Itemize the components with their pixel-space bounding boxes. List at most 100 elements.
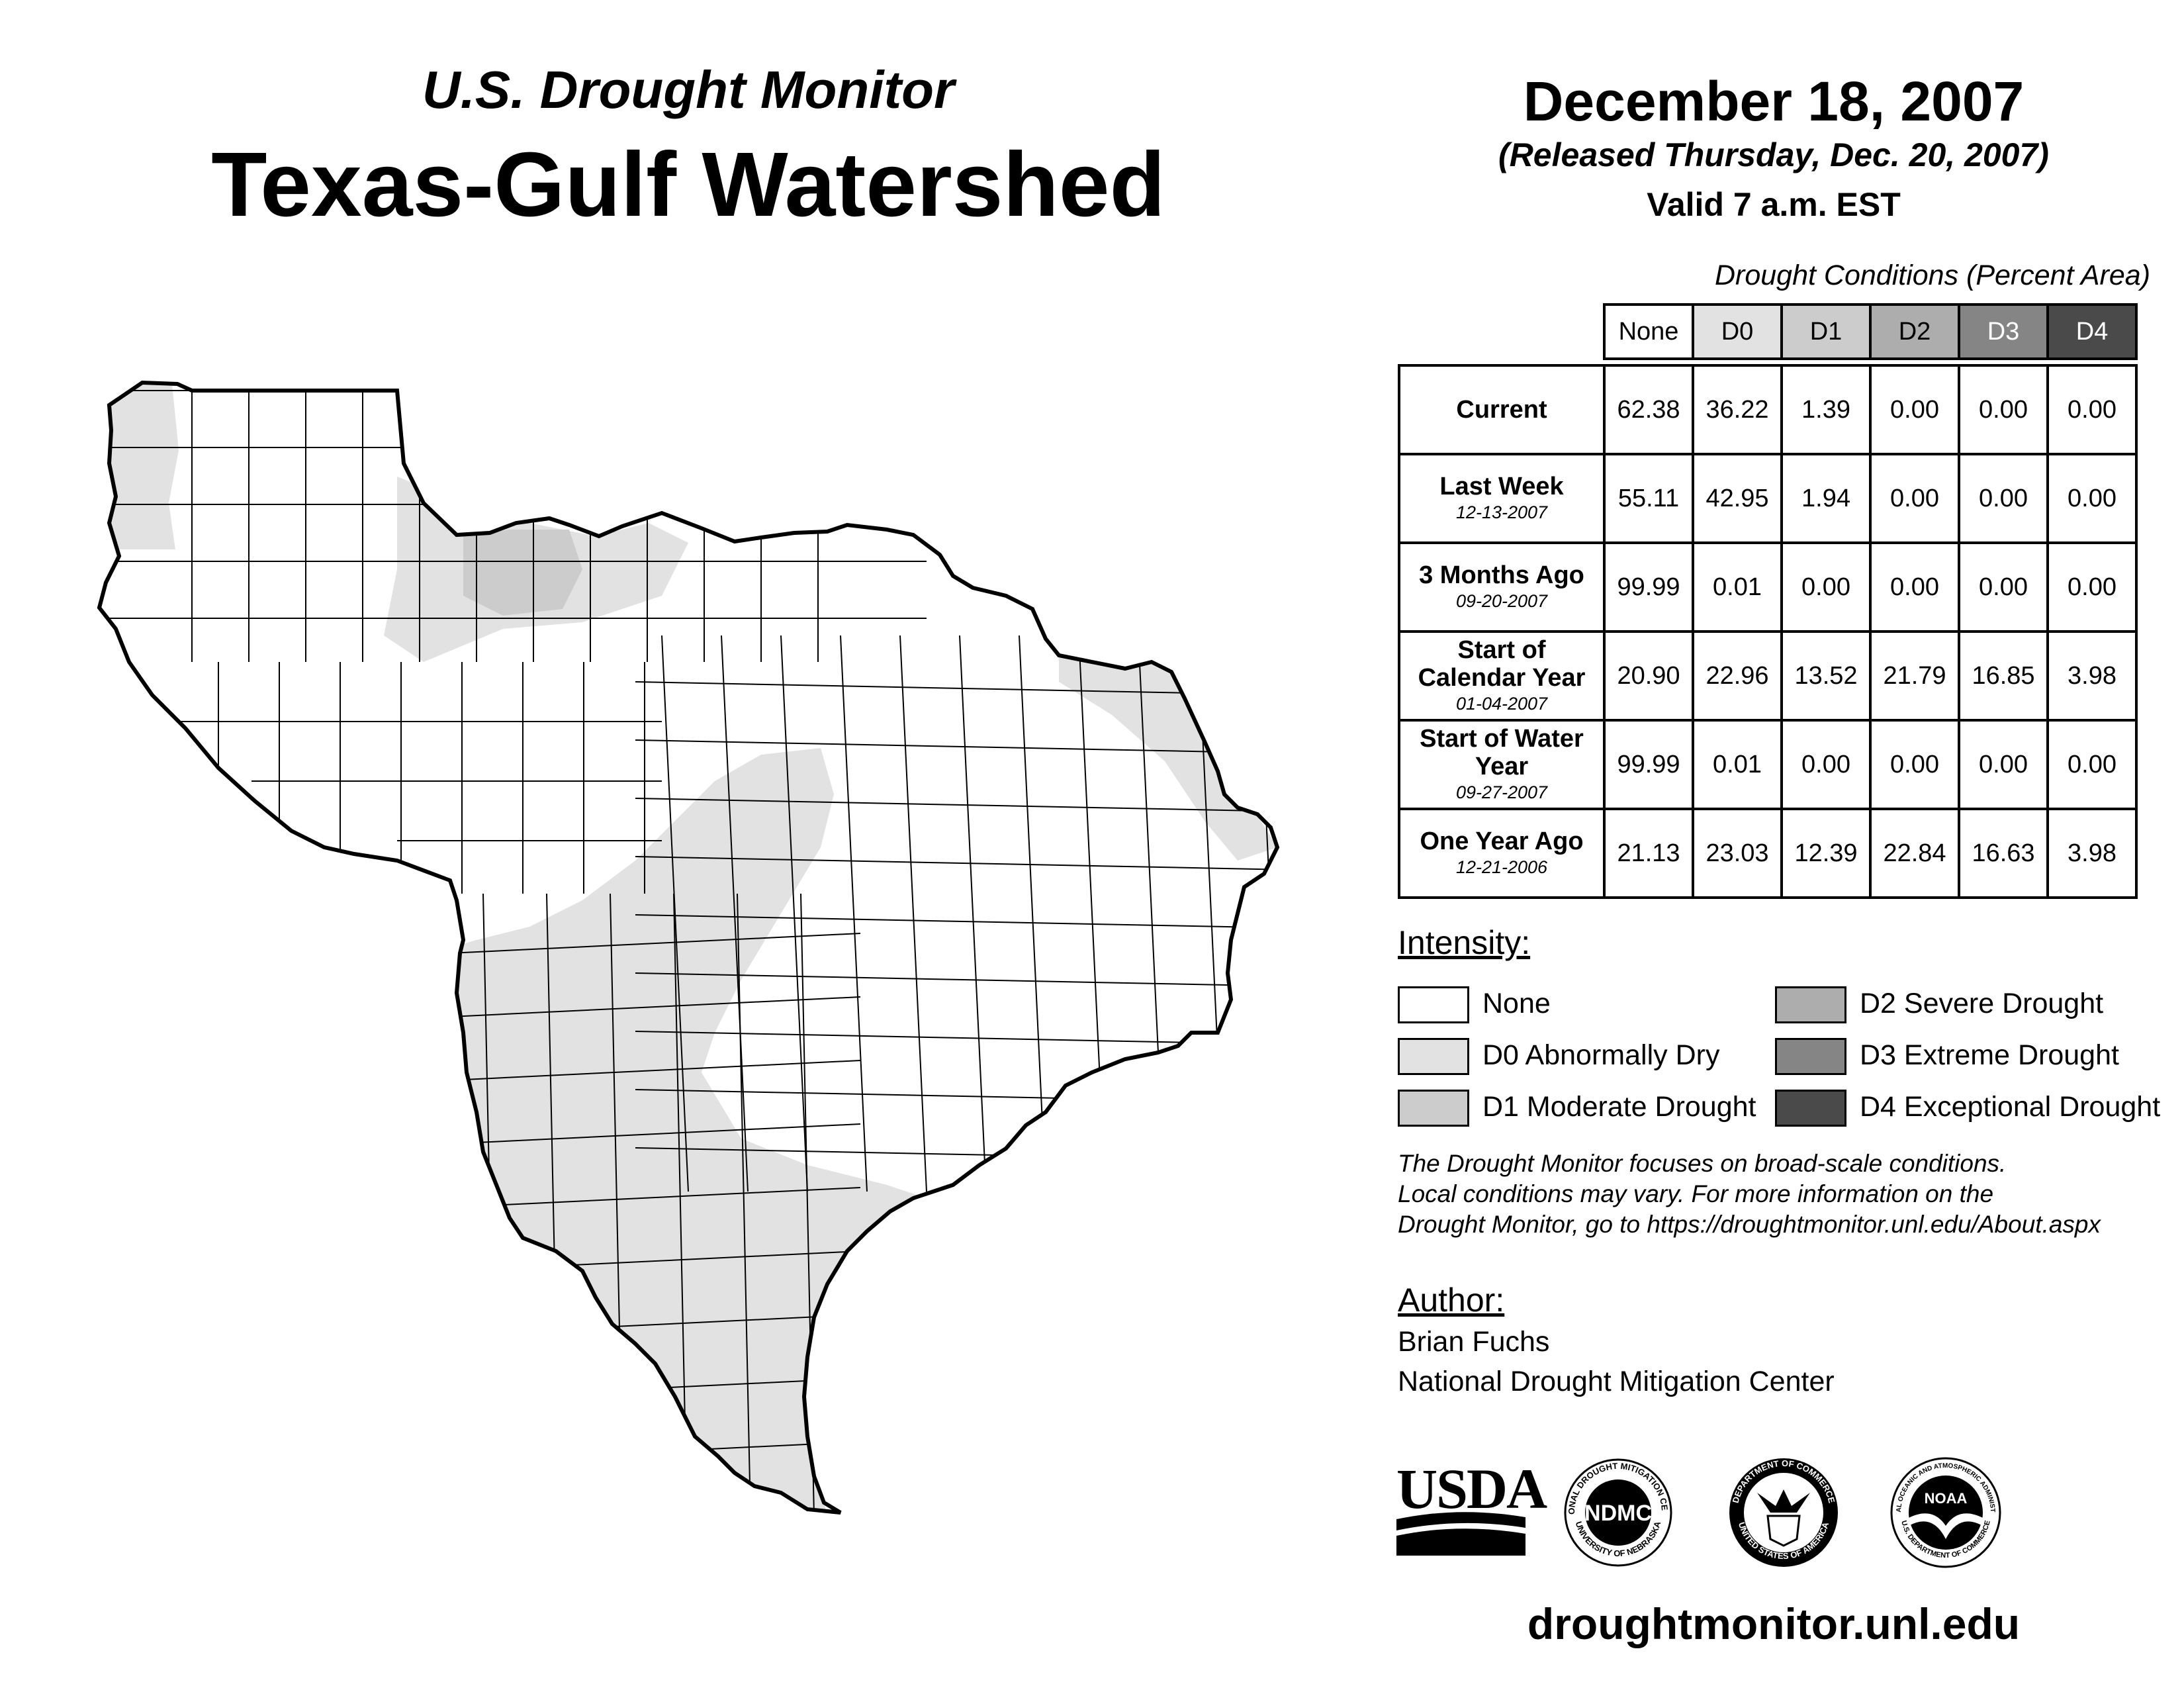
svg-text:USDA: USDA: [1396, 1457, 1547, 1521]
logo-strip: USDA NATIONAL DROUGHT MITIGATION CENTER …: [1396, 1457, 2001, 1568]
cell-d2: 22.84: [1869, 808, 1960, 899]
cell-d0: 22.96: [1692, 630, 1783, 722]
row-date: 12-13-2007: [1455, 502, 1548, 522]
d0-area-panhandle-west: [106, 384, 179, 549]
row-label: 3 Months Ago 09-20-2007: [1398, 541, 1606, 633]
cell-none: 99.99: [1603, 541, 1694, 633]
county-line: [959, 635, 987, 1192]
release-date: (Released Thursday, Dec. 20, 2007): [1498, 136, 2049, 173]
cell-d1: 12.39: [1780, 808, 1872, 899]
county-line: [661, 635, 689, 1192]
legend-swatch: [1398, 1090, 1469, 1127]
disclaimer-note: The Drought Monitor focuses on broad-sca…: [1398, 1149, 2165, 1240]
legend-label: D0 Abnormally Dry: [1482, 1039, 1720, 1071]
cell-d3: 0.00: [1958, 719, 2049, 810]
cell-d4: 3.98: [2046, 630, 2138, 722]
map-date: December 18, 2007: [1523, 70, 2025, 132]
legend-swatch: [1775, 1038, 1846, 1075]
note-line-2: Local conditions may vary. For more info…: [1398, 1180, 1994, 1207]
map-title: Texas-Gulf Watershed: [211, 134, 1165, 236]
svg-text:NDMC: NDMC: [1584, 1501, 1652, 1526]
cell-d4: 0.00: [2046, 364, 2138, 455]
svg-text:NOAA: NOAA: [1925, 1490, 1968, 1507]
county-line: [1019, 635, 1046, 1192]
cell-d0: 0.01: [1692, 541, 1783, 633]
legend-swatch: [1775, 986, 1846, 1023]
county-line: [449, 1123, 861, 1145]
table-row: Start of Calendar Year 01-04-2007 20.90 22.…: [1398, 630, 2138, 722]
county-line: [635, 856, 1277, 870]
cell-d4: 3.98: [2046, 808, 2138, 899]
county-line: [721, 635, 749, 1192]
table-row: Last Week 12-13-2007 55.11 42.95 1.94 0.00 0.0…: [1398, 453, 2138, 544]
cell-none: 55.11: [1603, 453, 1694, 544]
note-line-1: The Drought Monitor focuses on broad-sca…: [1398, 1150, 2007, 1177]
cell-d4: 0.00: [2046, 541, 2138, 633]
county-line: [449, 1060, 861, 1081]
column-header-d1: D1: [1780, 303, 1872, 360]
row-label-text: Current: [1456, 396, 1547, 424]
county-line: [737, 893, 751, 1513]
legend-swatch: [1398, 986, 1469, 1023]
row-label: Last Week 12-13-2007: [1398, 453, 1606, 544]
county-line: [1257, 635, 1277, 1192]
d0-area-east: [1059, 655, 1277, 861]
author-org: National Drought Mitigation Center: [1398, 1366, 1835, 1397]
cell-d4: 0.00: [2046, 453, 2138, 544]
row-label-text: 3 Months Ago: [1419, 561, 1584, 589]
legend-swatch: [1775, 1090, 1846, 1127]
county-line: [780, 635, 808, 1192]
footer-url[interactable]: droughtmonitor.unl.edu: [1527, 1599, 2021, 1648]
legend-label: D1 Moderate Drought: [1482, 1091, 1756, 1123]
county-line: [635, 914, 1277, 929]
cell-d0: 36.22: [1692, 364, 1783, 455]
column-header-d0: D0: [1692, 303, 1783, 360]
row-label: Current: [1398, 364, 1606, 455]
cell-d2: 0.00: [1869, 541, 1960, 633]
county-line: [449, 1187, 861, 1208]
legend-label: D3 Extreme Drought: [1860, 1039, 2119, 1071]
cell-d1: 1.94: [1780, 453, 1872, 544]
county-line: [449, 996, 861, 1017]
legend-title: Intensity:: [1398, 924, 1531, 961]
ndmc-logo: NATIONAL DROUGHT MITIGATION CENTER UNIVE…: [1564, 1458, 1672, 1567]
row-label-text: Start of Calendar Year: [1418, 636, 1586, 692]
legend-label: None: [1482, 988, 1551, 1019]
county-line: [635, 972, 1277, 987]
cell-d3: 0.00: [1958, 364, 2049, 455]
county-line: [840, 635, 868, 1192]
cell-d2: 0.00: [1869, 364, 1960, 455]
cell-none: 20.90: [1603, 630, 1694, 722]
table-corner: [1399, 305, 1604, 359]
author-name: Brian Fuchs: [1398, 1326, 1550, 1358]
author-title: Author:: [1398, 1282, 1505, 1319]
cell-none: 99.99: [1603, 719, 1694, 810]
column-header-d4: D4: [2046, 303, 2138, 360]
row-date: 12-21-2006: [1455, 857, 1548, 877]
cell-d1: 13.52: [1780, 630, 1872, 722]
noaa-logo: NATIONAL OCEANIC AND ATMOSPHERIC ADMINIS…: [1890, 1457, 2001, 1568]
county-line: [899, 635, 927, 1192]
eagle-icon: [1757, 1489, 1810, 1513]
shield-icon: [1766, 1515, 1801, 1547]
cell-d2: 21.79: [1869, 630, 1960, 722]
table-title: Drought Conditions (Percent Area): [1714, 259, 2151, 291]
cell-none: 62.38: [1603, 364, 1694, 455]
cell-d2: 0.00: [1869, 453, 1960, 544]
row-label: Start of Water Year 09-27-2007: [1398, 719, 1606, 810]
row-label: One Year Ago 12-21-2006: [1398, 808, 1606, 899]
cell-d0: 42.95: [1692, 453, 1783, 544]
note-line-3: Drought Monitor, go to https://droughtmo…: [1398, 1211, 2101, 1238]
table-row: One Year Ago 12-21-2006 21.13 23.03 12.39 22.…: [1398, 808, 2138, 899]
row-date: 01-04-2007: [1455, 694, 1548, 714]
cell-d3: 0.00: [1958, 541, 2049, 633]
cell-d3: 0.00: [1958, 453, 2049, 544]
cell-d4: 0.00: [2046, 719, 2138, 810]
row-date: 09-20-2007: [1455, 591, 1548, 611]
cell-d1: 1.39: [1780, 364, 1872, 455]
county-line: [635, 739, 1277, 754]
d1-area-panhandle: [463, 530, 582, 616]
drought-conditions-table: None D0 D1 D2 D3 D4 Current 62.38 36.22 1.39 0.00 0…: [1398, 303, 2138, 899]
noaa-bird-icon: [1909, 1513, 1983, 1539]
legend-label: D2 Severe Drought: [1860, 988, 2104, 1019]
